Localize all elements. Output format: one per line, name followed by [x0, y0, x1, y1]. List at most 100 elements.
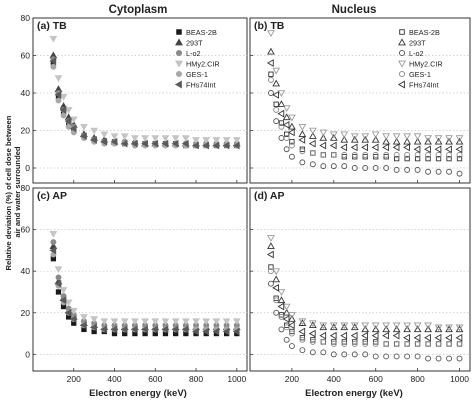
data-point: [288, 114, 296, 122]
data-point: [59, 296, 67, 305]
data-point: [434, 135, 443, 143]
data-point: [100, 325, 108, 334]
data-point: [141, 135, 149, 143]
data-point: [456, 170, 463, 177]
y-axis-title: Relative deviation (%) of cell dose betw…: [4, 114, 22, 271]
data-point: [298, 130, 307, 138]
y-tick-label: 0: [25, 349, 30, 359]
data-point: [110, 133, 119, 141]
data-point: [282, 113, 291, 121]
data-point: [79, 132, 87, 141]
data-point: [277, 109, 285, 118]
data-point: [434, 333, 442, 342]
data-point: [50, 63, 57, 70]
y-tick-label: 80: [21, 183, 31, 193]
legend-marker: [175, 70, 183, 78]
data-point: [310, 337, 316, 343]
data-point: [413, 322, 422, 330]
data-point: [287, 128, 295, 137]
data-point: [435, 341, 442, 347]
data-point: [282, 315, 290, 323]
data-point: [361, 135, 370, 143]
data-point: [320, 163, 327, 170]
data-point: [413, 133, 422, 141]
legend-label: L-o2: [186, 49, 201, 58]
legend-label: FHs74Int: [186, 81, 216, 90]
data-point: [282, 303, 291, 311]
data-point: [90, 127, 99, 135]
data-point: [151, 318, 160, 326]
data-point: [403, 143, 410, 152]
x-tick-label: 200: [67, 374, 81, 384]
data-point: [120, 139, 128, 148]
data-point: [232, 318, 241, 326]
chart-panel-3: 200 400 600 800 1000 (d) AP: [249, 187, 471, 384]
data-point: [232, 137, 241, 144]
data-point: [49, 246, 57, 255]
data-point: [424, 333, 431, 342]
x-tick-label: 600: [148, 374, 162, 384]
data-point: [403, 322, 412, 330]
data-point: [350, 143, 358, 152]
data-point: [141, 139, 148, 148]
legend-marker: [398, 49, 406, 57]
data-point: [341, 339, 347, 345]
data-point: [372, 353, 379, 360]
data-point: [298, 135, 306, 144]
legend-marker: [397, 80, 405, 89]
data-point: [414, 155, 421, 162]
plot-frame: [32, 187, 248, 372]
data-point: [273, 295, 279, 301]
data-point: [350, 135, 359, 143]
data-point: [64, 107, 73, 114]
data-point: [361, 143, 369, 152]
legend-marker: [175, 38, 183, 46]
data-point: [308, 321, 317, 329]
data-point: [320, 151, 327, 158]
data-point: [69, 116, 78, 124]
data-point: [424, 325, 432, 333]
data-point: [298, 319, 307, 326]
data-point: [329, 133, 338, 141]
data-point: [130, 325, 138, 334]
data-point: [299, 159, 306, 166]
data-point: [171, 135, 180, 143]
data-point: [362, 151, 369, 158]
data-point: [403, 133, 412, 141]
data-point: [299, 148, 306, 155]
data-point: [329, 331, 337, 340]
data-point: [309, 338, 316, 345]
data-point: [288, 315, 296, 322]
data-point: [267, 47, 275, 55]
data-point: [277, 100, 286, 108]
data-point: [272, 67, 281, 75]
data-point: [319, 323, 328, 331]
data-point: [202, 327, 210, 336]
data-point: [141, 318, 149, 326]
data-point: [64, 308, 72, 317]
data-point: [435, 155, 442, 162]
legend-label: BEAS-2B: [186, 28, 217, 37]
data-point: [392, 331, 400, 340]
data-point: [351, 151, 358, 158]
data-point: [161, 325, 169, 334]
data-point: [413, 137, 422, 145]
data-point: [289, 328, 295, 335]
data-point: [212, 327, 220, 336]
series-3: [267, 30, 464, 143]
legend-label: GES-1: [409, 70, 431, 79]
data-point: [268, 76, 274, 83]
data-point: [320, 349, 327, 356]
data-point: [298, 318, 307, 326]
data-point: [413, 333, 421, 342]
data-point: [79, 321, 87, 330]
data-point: [202, 318, 211, 326]
data-point: [383, 165, 390, 171]
data-point: [445, 324, 453, 332]
data-point: [278, 120, 285, 126]
y-tick-label: 0: [25, 163, 30, 173]
data-point: [151, 139, 159, 148]
legend-label: HMy2.CIR: [186, 60, 220, 69]
data-point: [267, 235, 275, 242]
data-point: [288, 142, 295, 149]
